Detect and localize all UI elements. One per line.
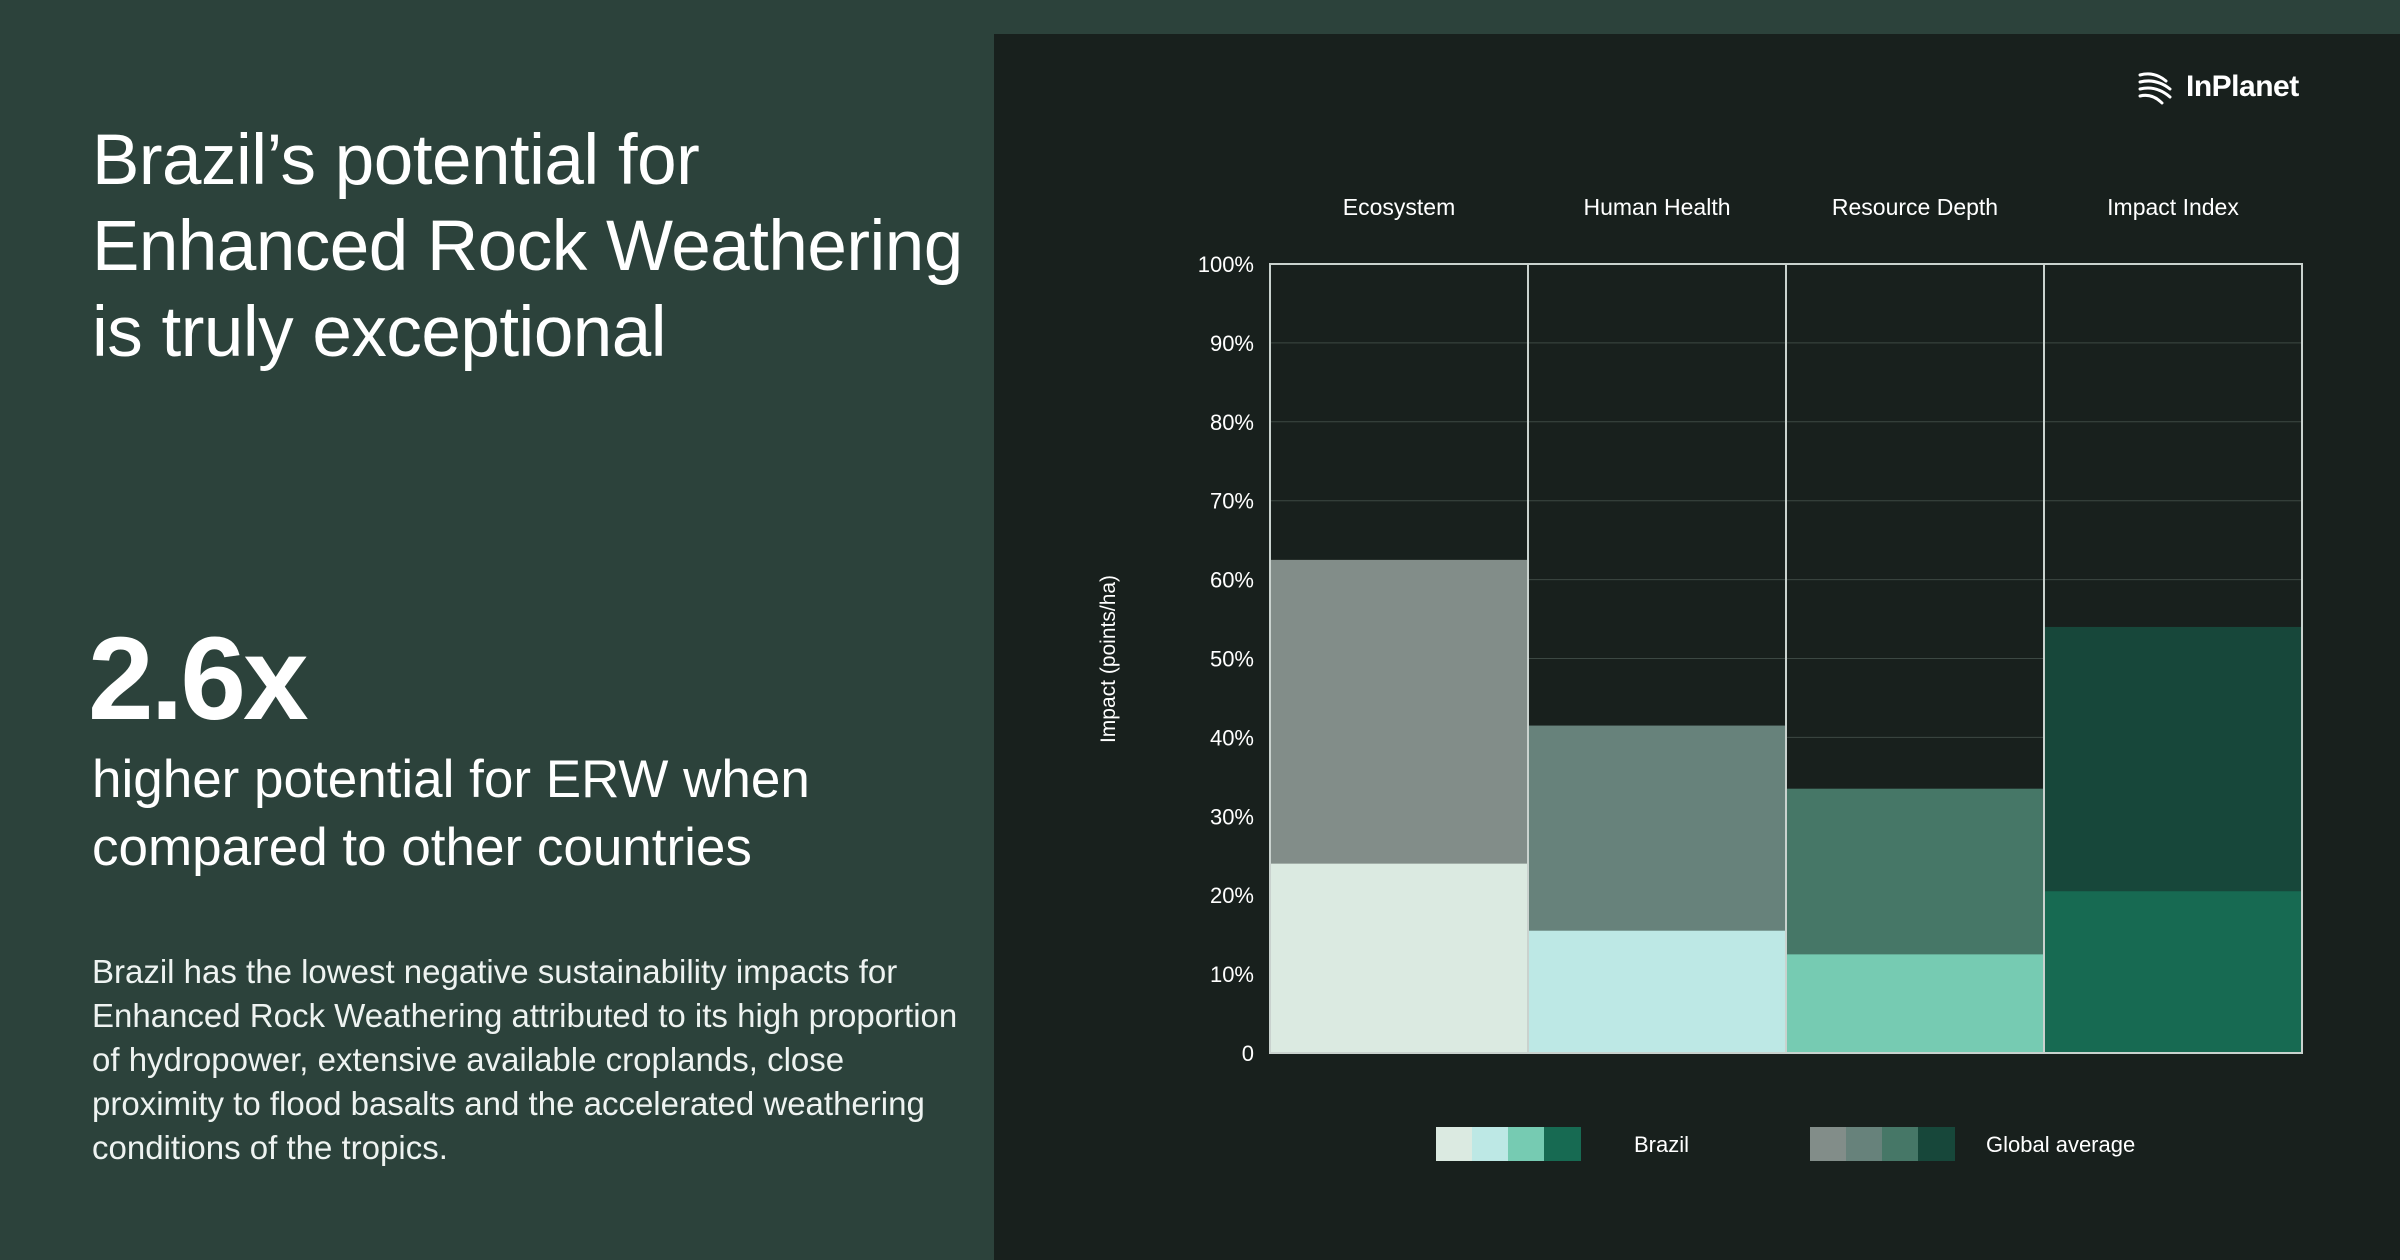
impact-chart: Ecosystem Human Health Resource Depth Impac… [1097, 194, 2303, 1161]
bar-brazil [1786, 954, 2044, 1053]
legend-swatch-brazil [1508, 1127, 1545, 1161]
category-label: Resource Depth [1832, 194, 1998, 220]
legend-swatch-global-average [1918, 1127, 1955, 1161]
chart-panel: InPlanet Ecosystem Human Health Resource D… [994, 34, 2400, 1260]
category-label: Impact Index [2107, 194, 2239, 220]
y-tick-label: 20% [1210, 883, 1254, 908]
inplanet-logo-icon [2138, 72, 2172, 105]
legend-swatch-global-average [1810, 1127, 1847, 1161]
bar-brazil [1528, 930, 1786, 1053]
legend-swatch-brazil [1472, 1127, 1509, 1161]
y-tick-label: 90% [1210, 331, 1254, 356]
y-axis-label: Impact (points/ha) [1097, 575, 1120, 743]
body-paragraph: Brazil has the lowest negative sustainab… [92, 953, 958, 1166]
y-tick-label: 10% [1210, 962, 1254, 987]
stat-caption: higher potential for ERW when compared t… [92, 750, 810, 877]
category-label: Human Health [1583, 194, 1730, 220]
page-title: Brazil’s potential for Enhanced Rock Wea… [92, 121, 963, 372]
y-tick-label: 30% [1210, 804, 1254, 829]
y-tick-label: 100% [1198, 252, 1254, 277]
y-tick-label: 40% [1210, 725, 1254, 750]
legend-swatch-global-average [1882, 1127, 1919, 1161]
legend-swatch-global-average [1846, 1127, 1883, 1161]
brand-name: InPlanet [2186, 70, 2299, 103]
y-tick-label: 70% [1210, 489, 1254, 514]
y-tick-label: 0 [1242, 1041, 1254, 1066]
legend-swatch-brazil [1544, 1127, 1581, 1161]
text-column: Brazil’s potential for Enhanced Rock Wea… [0, 0, 994, 1260]
legend-label-brazil: Brazil [1634, 1132, 1689, 1157]
y-tick-label: 80% [1210, 410, 1254, 435]
y-tick-label: 50% [1210, 647, 1254, 672]
bar-brazil [2044, 891, 2302, 1053]
y-tick-label: 60% [1210, 568, 1254, 593]
brand-logo: InPlanet [2136, 64, 2299, 110]
legend-swatch-brazil [1436, 1127, 1473, 1161]
category-label: Ecosystem [1343, 194, 1455, 220]
legend-label-global-average: Global average [1986, 1132, 2135, 1157]
bar-brazil [1270, 863, 1528, 1053]
stat-value: 2.6x [88, 613, 309, 745]
